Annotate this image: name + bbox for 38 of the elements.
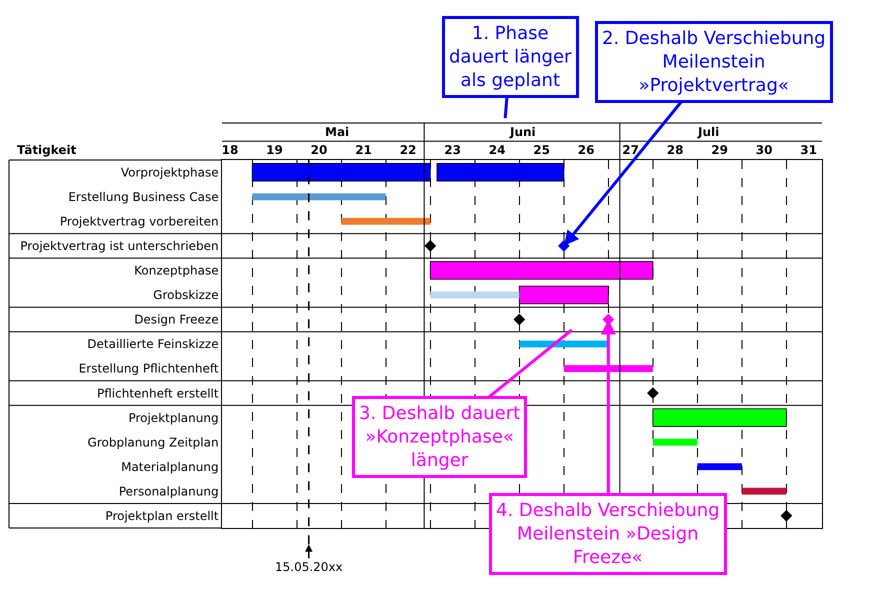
y-tick-label: Pflichtenheft erstellt: [97, 386, 219, 400]
x-tick-label: 29: [711, 143, 728, 158]
y-tick-label: Vorprojektphase: [120, 165, 219, 180]
y-tick-label: Projektplanung: [128, 410, 219, 425]
x-tick-label: 27: [622, 143, 639, 158]
x-tick-label: 18: [222, 143, 238, 158]
text: Juni: [509, 125, 536, 139]
annotation: 4. Deshalb Verschiebung Meilenstein »Design Freeze«: [496, 500, 720, 568]
x-tick-label: 26: [578, 143, 594, 158]
x-tick-label: 31: [800, 143, 817, 158]
y-tick-label: Personalplanung: [118, 484, 219, 498]
x-tick-label: 23: [444, 143, 461, 158]
y-tick-label: Projektvertrag ist unterschrieben: [20, 239, 219, 254]
x-tick-label: 30: [756, 143, 772, 158]
y-tick-label: Erstellung Pflichtenheft: [78, 362, 219, 376]
x-tick-label: 25: [533, 143, 550, 158]
annotation: 3. Deshalb dauert »Konzeptphase« länger: [359, 403, 520, 471]
y-tick-label: Projektplan erstellt: [105, 508, 219, 523]
y-tick-label: Detaillierte Feinskizze: [87, 337, 219, 352]
y-tick-label: Materialplanung: [121, 460, 219, 474]
y-tick-label: Grobplanung Zeitplan: [88, 435, 219, 450]
x-tick-label: 20: [310, 143, 328, 158]
annotation: 2. Deshalb Verschiebung Meilenstein »Projektvertrag«: [602, 28, 826, 96]
y-tick-label: Design Freeze: [134, 312, 219, 327]
y-axis-title: Tätigkeit: [17, 143, 77, 157]
text: Juli: [697, 125, 720, 139]
y-tick-label: Grobskizze: [153, 288, 219, 302]
y-tick-label: Konzeptphase: [134, 264, 219, 278]
text: Mai: [325, 125, 350, 139]
x-tick-label: 24: [488, 143, 506, 158]
y-tick-label: Erstellung Business Case: [68, 190, 219, 204]
x-tick-label: 21: [355, 143, 372, 158]
x-tick-label: 28: [666, 143, 684, 158]
y-tick-label: Projektvertrag vorbereiten: [60, 214, 219, 229]
x-tick-label: 19: [266, 143, 283, 158]
ref-line-label: 15.05.20xx: [275, 560, 343, 574]
x-tick-label: 22: [400, 143, 416, 158]
text: 1. Phase dauert länger als geplant: [449, 23, 572, 91]
